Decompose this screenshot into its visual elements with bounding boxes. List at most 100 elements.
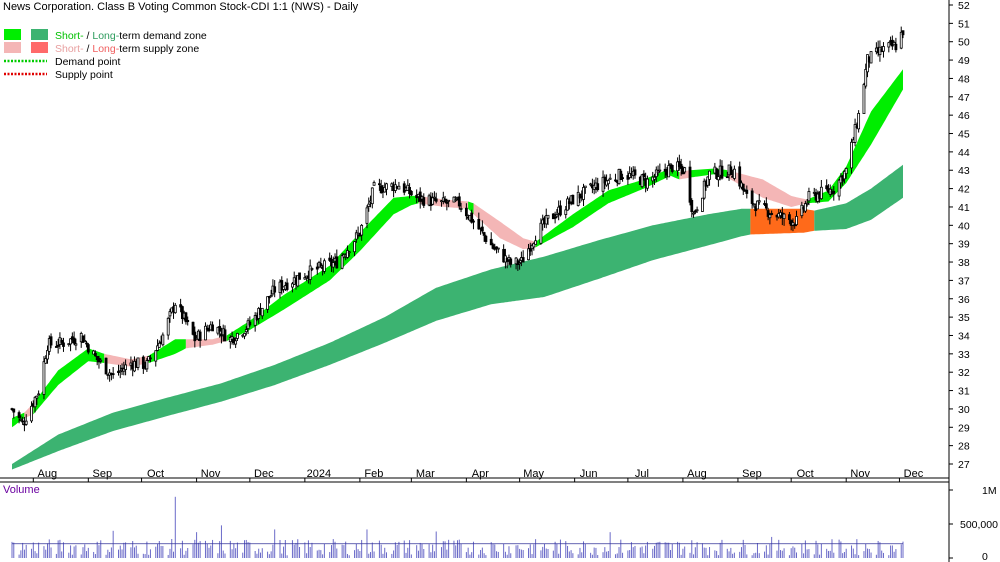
candle-6 — [24, 414, 28, 426]
candle-108 — [280, 276, 284, 295]
candle-175 — [445, 198, 449, 211]
y-tick-label: 31 — [958, 386, 970, 398]
candle-body — [86, 344, 90, 353]
candle-body — [576, 191, 580, 206]
x-tick-label: May — [523, 468, 544, 480]
candle-7 — [30, 401, 33, 423]
candle-66 — [173, 302, 177, 314]
candle-277 — [701, 197, 704, 212]
candle-68 — [180, 305, 184, 324]
x-tick-label: Jul — [635, 468, 649, 480]
candle-352 — [887, 41, 891, 53]
candle-body — [179, 304, 183, 308]
candle-body — [646, 178, 649, 189]
candle-body — [83, 340, 87, 342]
candle-body — [85, 342, 88, 345]
candle-body — [457, 196, 461, 207]
legend-demand-suffix: term demand zone — [119, 30, 207, 42]
candle-body — [56, 344, 60, 347]
candle-298 — [752, 203, 756, 208]
candle-body — [807, 191, 811, 202]
short-term-zone-supply-segment-9 — [473, 203, 536, 250]
candle-body — [124, 364, 127, 370]
candle-body — [186, 319, 190, 323]
candle-331 — [832, 186, 836, 201]
candle-body — [825, 185, 829, 190]
candle-body — [111, 373, 115, 376]
y-tick-label: 37 — [958, 275, 970, 287]
candle-body — [715, 168, 719, 179]
candle-358 — [901, 30, 905, 39]
volume-tick-label: 0 — [982, 551, 988, 562]
candle-275 — [693, 209, 697, 215]
long-term-zone-demand-segment-0 — [12, 208, 751, 470]
candle-26 — [74, 338, 78, 351]
candle-body — [459, 208, 463, 210]
candle-body — [546, 214, 550, 219]
candle-body — [489, 238, 493, 246]
candle-body — [532, 243, 536, 248]
candle-body — [33, 396, 37, 408]
candle-body — [901, 30, 905, 36]
x-tick-label: Sep — [93, 468, 113, 480]
candle-1 — [12, 408, 16, 419]
candle-57 — [154, 350, 158, 367]
candle-32 — [92, 349, 96, 355]
candle-20 — [60, 337, 64, 345]
candle-300 — [756, 200, 759, 210]
x-tick-label: Dec — [254, 468, 274, 480]
candle-9 — [33, 396, 37, 413]
candle-body — [198, 331, 202, 341]
candle-body — [477, 218, 481, 230]
candle-body — [679, 163, 683, 169]
candle-body — [606, 180, 610, 185]
candle-161 — [409, 190, 413, 197]
candle-115 — [296, 275, 300, 288]
candle-90 — [234, 337, 238, 348]
candle-body — [788, 214, 791, 221]
candle-body — [296, 275, 300, 287]
candle-129 — [331, 256, 335, 273]
candle-327 — [825, 179, 829, 191]
candle-body — [509, 258, 513, 265]
candle-body — [74, 343, 78, 346]
candle-320 — [805, 199, 809, 207]
candle-body — [234, 340, 238, 345]
candle-body — [104, 357, 108, 375]
candle-266 — [670, 164, 674, 174]
y-tick-label: 40 — [958, 220, 970, 232]
candle-314 — [791, 218, 795, 232]
candle-body — [184, 312, 188, 323]
candle-body — [218, 325, 222, 332]
candle-28 — [81, 335, 85, 343]
y-tick-label: 38 — [958, 257, 970, 269]
candle-46 — [124, 359, 127, 376]
candle-18 — [56, 338, 60, 354]
candle-body — [464, 207, 468, 217]
candle-182 — [464, 203, 468, 220]
candle-148 — [379, 179, 383, 194]
y-tick-label: 30 — [958, 404, 970, 416]
candle-150 — [383, 182, 387, 193]
short-term-zone-demand-segment-4 — [148, 339, 186, 363]
candle-body — [372, 182, 376, 186]
candle-body — [766, 210, 770, 217]
candle-body — [702, 180, 706, 199]
candle-body — [770, 213, 774, 215]
candle-body — [315, 266, 319, 270]
candle-body — [693, 210, 697, 213]
candle-body — [193, 331, 197, 342]
candle-346 — [869, 51, 873, 64]
short-term-zone-demand-segment-10 — [535, 168, 680, 248]
candle-306 — [770, 210, 774, 216]
candle-156 — [397, 181, 401, 190]
legend-demand-long: Long- — [92, 30, 119, 42]
candle-137 — [353, 241, 356, 257]
candle-body — [353, 241, 356, 253]
candle-body — [205, 327, 209, 330]
candle-body — [454, 199, 458, 201]
candle-body — [322, 260, 326, 272]
candle-body — [844, 168, 848, 175]
candle-body — [267, 295, 271, 299]
candle-body — [738, 166, 742, 187]
